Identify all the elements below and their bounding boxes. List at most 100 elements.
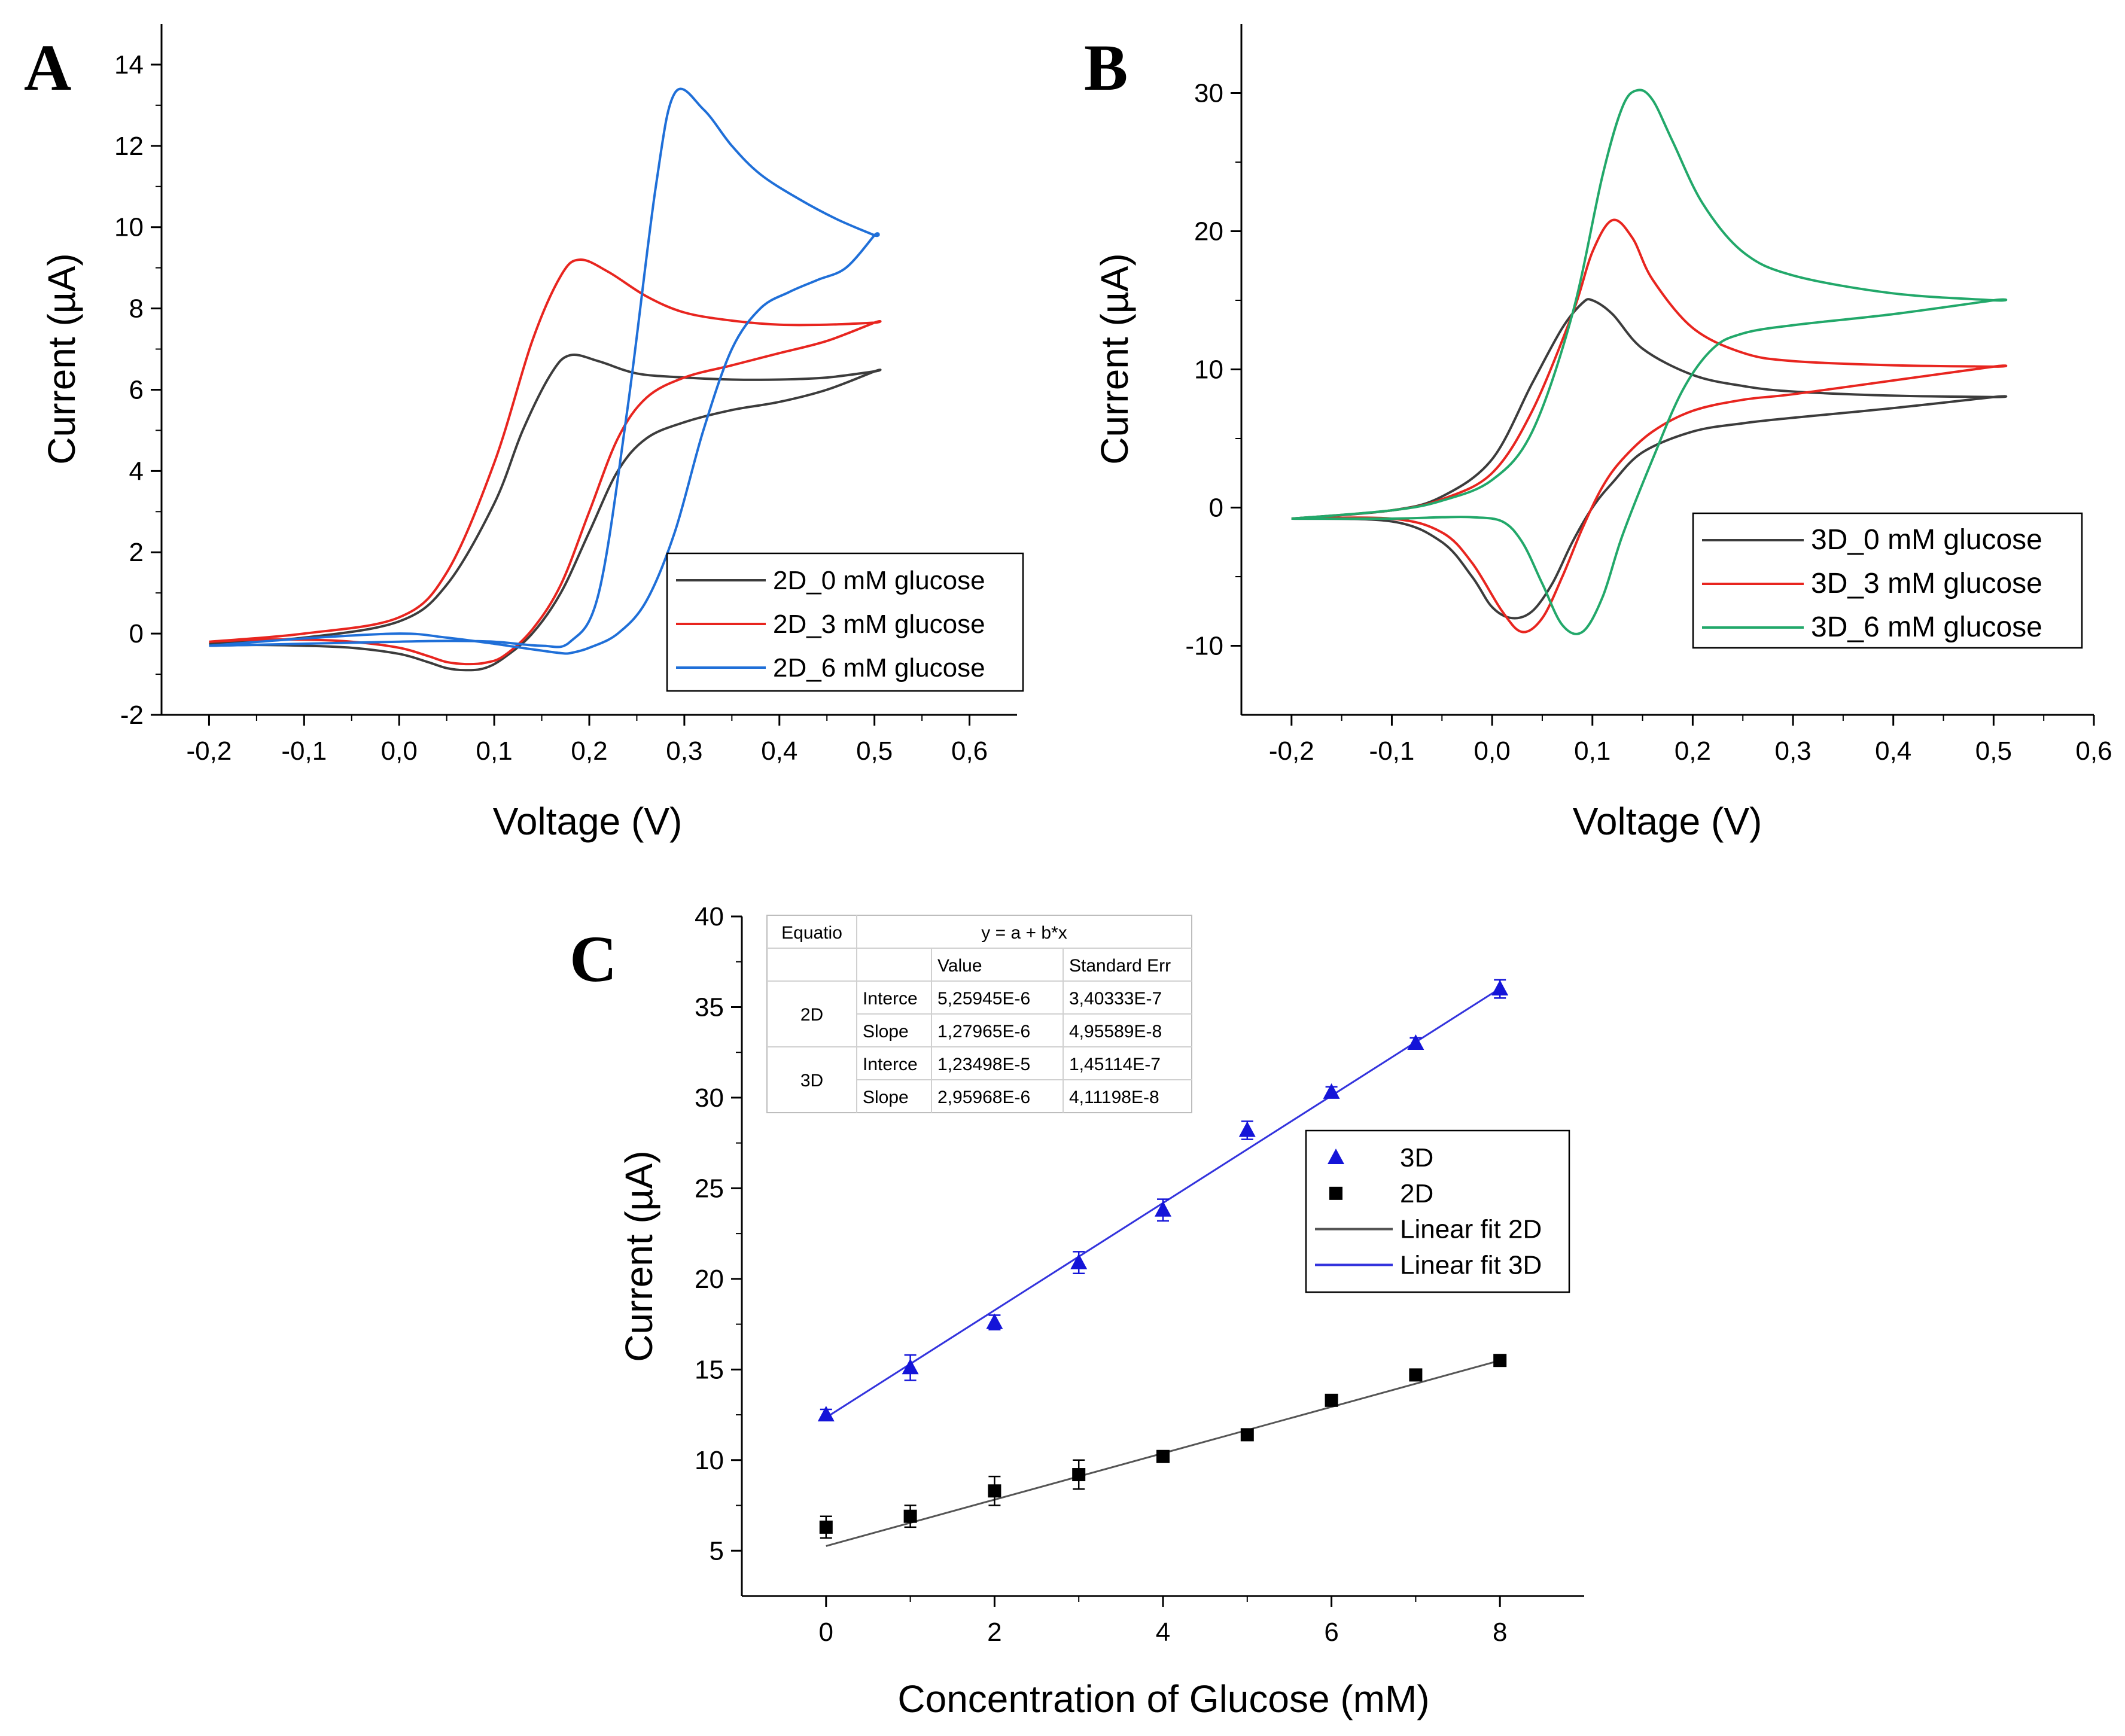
square-marker [1240,1428,1254,1442]
fit-table-col-value: Value [937,956,982,976]
fit-table-value: 2,95968E-6 [937,1088,1030,1107]
square-marker [988,1484,1001,1498]
x-tick-label: 0,4 [1875,736,1911,766]
fit-table-group-3d: 3D [800,1071,823,1091]
y-tick-label: 0 [1209,494,1223,523]
chart-b-legend: 3D_0 mM glucose 3D_3 mM glucose 3D_6 mM gl… [1692,512,2083,649]
x-tick-label: 4 [1156,1618,1170,1647]
fit-table-group-2d: 2D [800,1005,823,1025]
y-tick-label: 14 [114,50,144,80]
square-marker [1156,1449,1170,1463]
chart-a-y-label: Current (µA) [40,253,83,464]
x-tick-label: 0,3 [666,736,702,766]
fit-table-err: 4,95589E-8 [1069,1022,1162,1041]
triangle-marker [1238,1121,1256,1137]
legend-frame [666,552,1024,692]
fit-table-err: 3,40333E-7 [1069,989,1162,1009]
y-tick-label: 40 [695,902,724,931]
legend-triangle-marker [1328,1149,1344,1164]
fit-table-param: Interce [863,1055,918,1074]
chart-c-x-label: Concentration of Glucose (mM) [897,1677,1429,1720]
x-tick-label: -0,2 [1269,736,1314,766]
x-tick-label: 0,2 [1675,736,1711,766]
legend-label: Linear fit 2D [1400,1215,1542,1244]
panel-letter-a: A [24,31,71,104]
legend-label: 2D_3 mM glucose [773,610,985,639]
x-tick-label: -0,1 [281,736,327,766]
fit-table-col-err: Standard Err [1069,956,1171,976]
y-tick-label: 5 [710,1536,724,1566]
triangle-marker [1155,1201,1171,1217]
chart-c-plot [817,979,1509,1547]
x-tick-label: 6 [1324,1618,1338,1647]
fit-table-header-label: Equatio [781,923,842,943]
chart-a-legend: 2D_0 mM glucose 2D_3 mM glucose 2D_6 mM gl… [666,552,1024,692]
square-marker [819,1520,833,1534]
fit-table-equation: y = a + b*x [981,923,1067,943]
legend-label: Linear fit 3D [1400,1251,1542,1280]
series-curve [209,353,882,672]
y-tick-label: 25 [695,1174,724,1203]
x-tick-label: 0,1 [476,736,513,766]
x-tick-label: 0,6 [951,736,988,766]
y-tick-label: 10 [114,213,144,242]
series-curve [1291,298,2008,620]
y-tick-label: 10 [1194,355,1223,385]
legend-square-marker [1329,1186,1342,1200]
y-tick-label: 12 [114,132,144,161]
x-tick-label: 2 [987,1618,1001,1647]
x-tick-label: 0,0 [381,736,418,766]
triangle-marker [902,1359,919,1375]
x-tick-label: 0 [819,1618,833,1647]
chart-a-tick-labels: -0,2 -0,1 0,0 0,1 0,2 0,3 0,4 0,5 0,6 -2 0 2 4 6 8 10 12… [114,50,988,766]
chart-b-plot [1291,89,2008,635]
square-marker [1493,1354,1507,1368]
fit-table-param: Slope [863,1022,909,1041]
fit-table-value: 1,27965E-6 [937,1022,1030,1041]
fit-table-param: Interce [863,989,918,1009]
chart-c-y-label: Current (µA) [617,1150,660,1362]
y-tick-label: 2 [129,538,144,567]
chart-a-plot [209,87,882,672]
legend-frame [1692,512,2083,649]
legend-label: 2D_6 mM glucose [773,653,985,683]
y-tick-label: 15 [695,1355,724,1384]
y-tick-label: 4 [129,456,144,486]
y-tick-label: 30 [695,1083,724,1113]
legend-label: 2D [1400,1179,1433,1208]
fit-table-value: 1,23498E-5 [937,1055,1030,1074]
chart-b: -0,2 -0,1 0,0 0,1 0,2 0,3 0,4 0,5 0,6-100102030 … [1093,24,2112,843]
x-tick-label: 0,5 [1975,736,2012,766]
chart-b-y-label: Current (µA) [1093,253,1136,464]
triangle-marker [1407,1034,1424,1050]
triangle-marker [1070,1253,1088,1269]
square-marker [1325,1393,1338,1407]
y-tick-label: -2 [120,701,144,730]
x-tick-label: -0,1 [1369,736,1415,766]
x-tick-label: 0,5 [856,736,893,766]
triangle-marker [986,1313,1003,1329]
fit-table-err: 1,45114E-7 [1069,1055,1161,1074]
y-tick-label: 30 [1194,79,1223,108]
panel-letter-b: B [1084,31,1128,104]
chart-b-x-label: Voltage (V) [1573,800,1762,843]
y-tick-label: 8 [129,294,144,324]
y-tick-label: -10 [1185,632,1223,661]
y-tick-label: 0 [129,619,144,648]
square-marker [903,1509,917,1523]
legend-label: 3D_6 mM glucose [1811,611,2042,643]
square-marker [1072,1468,1086,1482]
panel-letter-c: C [570,922,617,995]
triangle-marker [1323,1083,1340,1099]
chart-b-axes [1231,24,2095,726]
fit-table: Equatio y = a + b*x Value Standard Err 2… [766,915,1192,1113]
legend-label: 3D_0 mM glucose [1811,524,2042,556]
chart-b-tick-labels: -0,2 -0,1 0,0 0,1 0,2 0,3 0,4 0,5 0,6 -10 0 10 20 30 [1185,79,2112,766]
series-curve [209,87,880,655]
x-tick-label: 0,1 [1574,736,1611,766]
chart-a: -0,2 -0,1 0,0 0,1 0,2 0,3 0,4 0,5 0,6 -2 0 2 4 6 8 10 12… [40,24,1024,843]
series-curve [1291,89,2008,635]
chart-c-legend: 3D 2D Linear fit 2D Linear fit 3D [1305,1129,1570,1293]
x-tick-label: 0,0 [1474,736,1511,766]
